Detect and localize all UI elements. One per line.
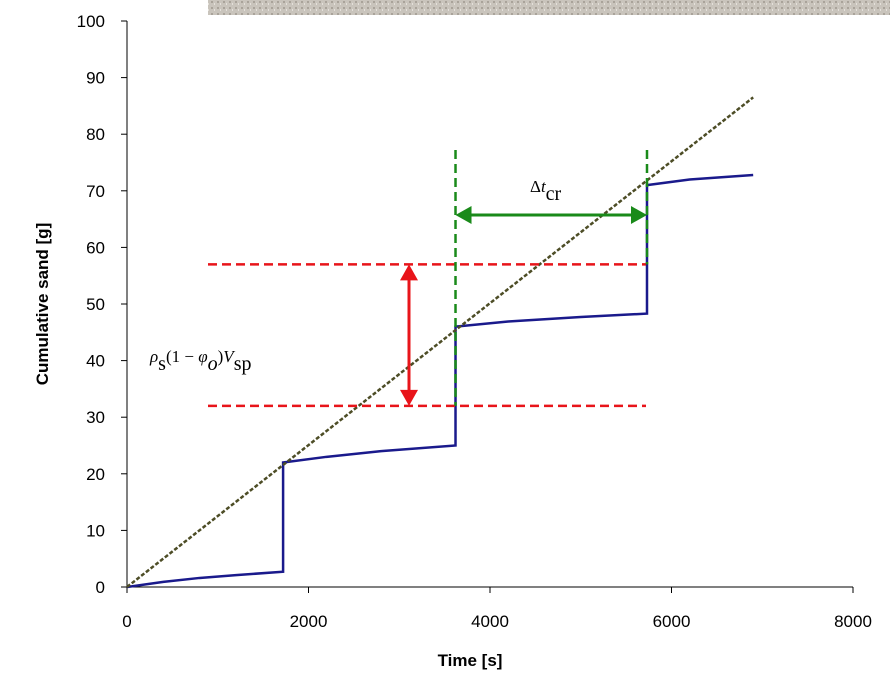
y-tick-label: 40 <box>86 352 105 371</box>
x-tick-label: 0 <box>122 612 131 631</box>
annotation-part: s <box>158 353 166 375</box>
y-tick-label: 10 <box>86 521 105 540</box>
y-tick-label: 30 <box>86 408 105 427</box>
annotation-part: sp <box>234 353 252 375</box>
arrow-head <box>400 264 418 406</box>
x-tick-label: 8000 <box>834 612 872 631</box>
data-line <box>126 173 754 589</box>
x-tick-label: 4000 <box>471 612 509 631</box>
annotation-part: t <box>541 177 547 196</box>
y-tick-label: 80 <box>86 125 105 144</box>
annotation-part: Δ <box>530 177 541 196</box>
y-tick-label: 100 <box>77 12 105 31</box>
y-tick-label: 90 <box>86 69 105 88</box>
y-tick-label: 50 <box>86 295 105 314</box>
y-tick-label: 60 <box>86 238 105 257</box>
banner-image <box>208 0 890 15</box>
annotation-part: cr <box>546 183 562 205</box>
annotation-part: o <box>208 353 218 375</box>
x-tick-label: 2000 <box>290 612 328 631</box>
y-tick-label: 20 <box>86 465 105 484</box>
annotation-density: ρs(1 − φo)Vsp <box>149 347 251 375</box>
y-tick-label: 0 <box>96 578 105 597</box>
annotation-delta-t: Δtcr <box>530 177 562 205</box>
y-axis-title: Cumulative sand [g] <box>33 223 52 385</box>
annotation-part: φ <box>198 347 207 366</box>
annotation-part: ) <box>218 347 224 366</box>
x-tick-label: 6000 <box>653 612 691 631</box>
y-tick-label: 70 <box>86 182 105 201</box>
annotation-part: (1 − <box>166 347 198 366</box>
x-axis-title: Time [s] <box>438 651 503 670</box>
annotation-part: V <box>223 347 236 366</box>
annotation-part: ρ <box>149 347 158 366</box>
data-line <box>126 96 754 588</box>
